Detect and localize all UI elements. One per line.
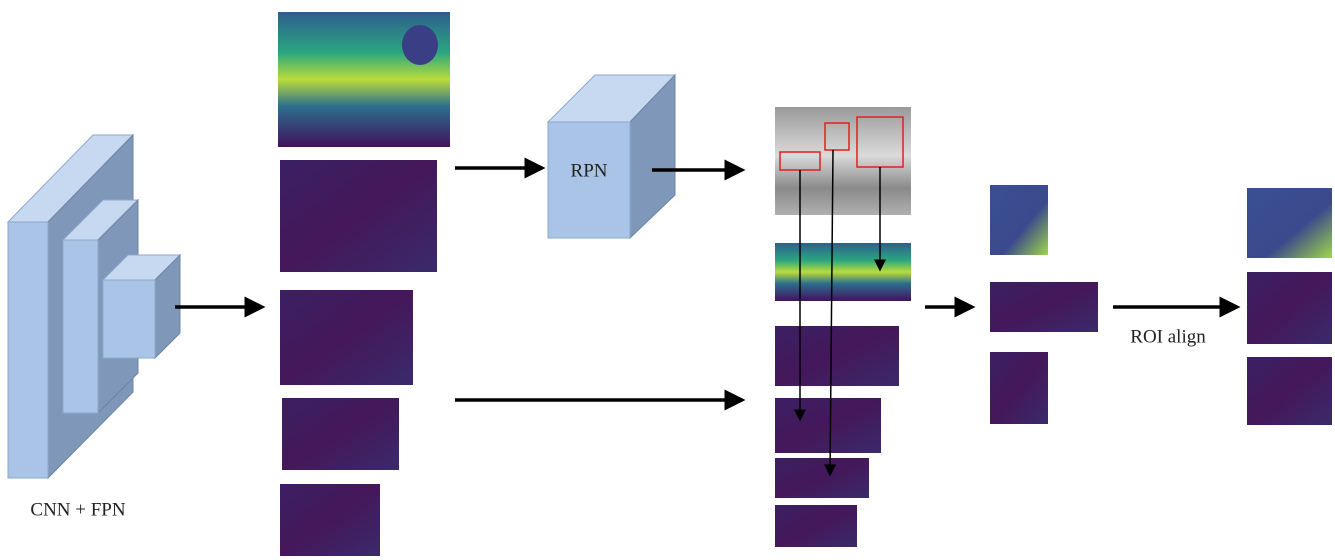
aligned-outputs [1247, 188, 1332, 425]
diagram: CNN + FPN RPN [0, 0, 1335, 560]
backbone-blocks [8, 135, 180, 478]
rpn-label: RPN [571, 160, 608, 181]
feature-maps [775, 243, 911, 547]
rpn-block [548, 75, 675, 238]
proposal-image [775, 107, 911, 215]
feature-maps [278, 12, 450, 556]
roi-align-label: ROI align [1130, 326, 1206, 347]
roi-crops [990, 185, 1098, 424]
backbone-label: CNN + FPN [30, 499, 125, 520]
